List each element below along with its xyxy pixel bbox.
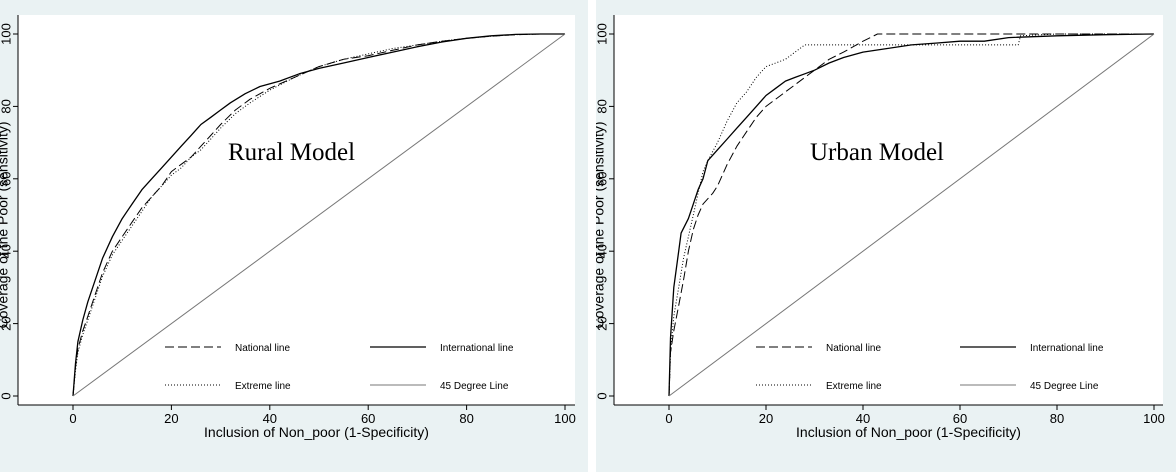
- rural-y-tick-label: 40: [0, 244, 14, 258]
- rural-y-tick-label: 0: [0, 392, 14, 399]
- rural-x-tick-label: 80: [459, 411, 473, 426]
- urban-series-national-line: [668, 33, 1154, 397]
- urban-y-tick-label: 0: [596, 392, 610, 399]
- rural-y-tick-label: 80: [0, 99, 14, 113]
- rural-y-axis-title: Coverage of the Poor (sensitivity): [0, 122, 10, 329]
- urban-series-international-line: [668, 33, 1155, 397]
- urban-series-45-degree-line: [668, 33, 1155, 397]
- rural-legend-label: International line: [440, 343, 514, 354]
- rural-series-extreme-line: [72, 33, 565, 397]
- urban-plot-region: [614, 15, 1163, 405]
- urban-roc-chart: 0 20 40 60 80 100 0 20 40 60 80 100 Inclusion of Non…: [596, 15, 1165, 440]
- urban-x-tick-label: 60: [953, 411, 967, 426]
- urban-y-tick-label: 40: [596, 244, 610, 258]
- urban-x-tick-label: 20: [759, 411, 773, 426]
- urban-y-tick-label: 80: [596, 99, 610, 113]
- urban-legend-label: National line: [826, 343, 881, 354]
- rural-series-international-line: [72, 33, 565, 397]
- rural-y-tick-label: 100: [0, 23, 14, 45]
- rural-y-tick-label: 20: [0, 316, 14, 330]
- urban-x-tick-label: 80: [1050, 411, 1064, 426]
- urban-x-axis-title: Inclusion of Non_poor (1-Specificity): [796, 424, 1021, 440]
- urban-y-tick-label: 60: [596, 172, 610, 186]
- urban-legend-label: 45 Degree Line: [1030, 381, 1099, 392]
- urban-legend-label: International line: [1030, 343, 1104, 354]
- urban-chart-panel: 0 20 40 60 80 100 0 20 40 60 80 100 Inclusion of Non…: [596, 0, 1176, 472]
- rural-x-tick-label: 0: [69, 411, 76, 426]
- rural-legend-label: National line: [235, 343, 290, 354]
- rural-y-tick-label: 60: [0, 172, 14, 186]
- urban-model-label: Urban Model: [810, 139, 944, 166]
- rural-x-tick-label: 40: [263, 411, 277, 426]
- urban-x-tick-label: 40: [856, 411, 870, 426]
- urban-y-axis-title: Coverage of the Poor (sensitivity): [596, 122, 606, 329]
- urban-x-tick-label: 100: [1143, 411, 1165, 426]
- rural-chart-panel: 0 20 40 60 80 100 0 20 40 60 80 100 Inclusion of Non…: [0, 0, 588, 472]
- rural-x-tick-label: 20: [164, 411, 178, 426]
- urban-x-tick-label: 0: [665, 411, 672, 426]
- urban-y-tick-label: 100: [596, 23, 610, 45]
- urban-legend-label: Extreme line: [826, 381, 882, 392]
- rural-x-axis-title: Inclusion of Non_poor (1-Specificity): [204, 424, 429, 440]
- rural-legend-label: Extreme line: [235, 381, 291, 392]
- rural-legend-label: 45 Degree Line: [440, 381, 509, 392]
- urban-y-tick-label: 20: [596, 316, 610, 330]
- rural-x-tick-label: 60: [361, 411, 375, 426]
- rural-roc-chart: 0 20 40 60 80 100 0 20 40 60 80 100 Inclusion of Non…: [0, 15, 576, 440]
- rural-x-tick-label: 100: [554, 411, 576, 426]
- rural-series-45-degree-line: [72, 33, 566, 397]
- rural-model-label: Rural Model: [228, 139, 355, 166]
- rural-plot-region: [18, 15, 575, 405]
